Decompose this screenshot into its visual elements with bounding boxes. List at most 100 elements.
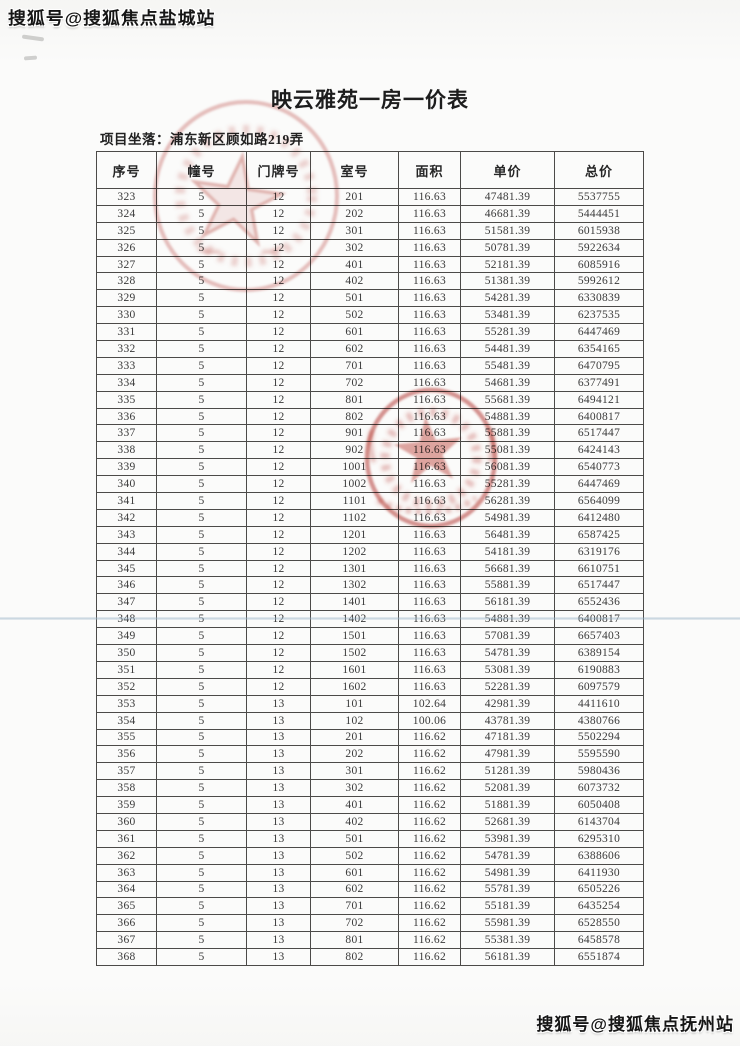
cell: 1501 — [310, 627, 399, 646]
cell: 365 — [96, 897, 157, 916]
cell: 116.63 — [398, 390, 461, 409]
cell: 12 — [246, 525, 311, 544]
cell: 333 — [96, 356, 157, 375]
cell: 42981.39 — [460, 694, 555, 713]
cell: 323 — [96, 188, 157, 206]
cell: 353 — [96, 694, 157, 713]
table-row: 340 5 12 1002 116.63 55281.39 6447469 — [96, 475, 644, 494]
cell: 332 — [96, 340, 157, 358]
cell: 1102 — [310, 508, 399, 527]
cell: 360 — [96, 812, 157, 831]
cell: 5 — [156, 204, 247, 223]
column-header: 幢号 — [156, 151, 247, 189]
cell: 13 — [246, 846, 311, 865]
cell: 325 — [96, 221, 157, 240]
price-table: 序号 幢号 门牌号 室号 面积 单价 总价 323 5 12 201 116.63 47481.39 5… — [96, 151, 644, 966]
scan-artifact — [23, 55, 38, 61]
table-row: 359 5 13 401 116.62 51881.39 6050408 — [96, 796, 644, 814]
cell: 5 — [156, 660, 247, 679]
cell: 344 — [96, 542, 157, 561]
table-row: 354 5 13 102 100.06 43781.39 4380766 — [96, 711, 644, 730]
cell: 5502294 — [554, 728, 644, 747]
cell: 13 — [246, 880, 311, 899]
cell: 56681.39 — [460, 559, 555, 578]
cell: 116.63 — [398, 542, 461, 561]
cell: 6389154 — [554, 644, 644, 662]
cell: 102.64 — [398, 694, 461, 713]
table-row: 325 5 12 301 116.63 51581.39 6015938 — [96, 221, 644, 240]
cell: 116.63 — [398, 559, 461, 578]
cell: 6540773 — [554, 458, 644, 477]
cell: 6411930 — [554, 863, 644, 882]
cell: 336 — [96, 407, 157, 426]
cell: 5 — [156, 289, 247, 308]
cell: 12 — [246, 610, 311, 629]
cell: 334 — [96, 373, 157, 392]
cell: 302 — [310, 238, 399, 257]
cell: 5 — [156, 390, 247, 409]
cell: 341 — [96, 492, 157, 510]
cell: 116.62 — [398, 914, 461, 933]
cell: 5 — [156, 576, 247, 595]
cell: 13 — [246, 829, 311, 848]
watermark-top-left: 搜狐号@搜狐焦点盐城站 — [8, 9, 216, 28]
cell: 54781.39 — [460, 846, 555, 865]
cell: 5 — [156, 458, 247, 477]
cell: 6494121 — [554, 390, 644, 409]
cell: 346 — [96, 576, 157, 595]
cell: 5 — [156, 508, 247, 527]
cell: 1302 — [310, 576, 399, 595]
cell: 116.63 — [398, 627, 461, 646]
cell: 327 — [96, 255, 157, 274]
cell: 201 — [310, 728, 399, 747]
cell: 602 — [310, 340, 399, 358]
cell: 6551874 — [554, 948, 644, 966]
table-body: 323 5 12 201 116.63 47481.39 5537755 324 5 12 202 1… — [96, 188, 644, 966]
cell: 55081.39 — [460, 441, 555, 460]
cell: 5 — [156, 424, 247, 443]
cell: 12 — [246, 323, 311, 342]
watermark-bottom-right: 搜狐号@搜狐焦点抚州站 — [536, 1015, 734, 1034]
table-row: 351 5 12 1601 116.63 53081.39 6190883 — [96, 660, 644, 679]
cell: 5 — [156, 188, 247, 206]
cell: 5 — [156, 221, 247, 240]
table-row: 352 5 12 1602 116.63 52281.39 6097579 — [96, 677, 644, 696]
cell: 368 — [96, 948, 157, 966]
cell: 52181.39 — [460, 255, 555, 274]
table-row: 334 5 12 702 116.63 54681.39 6377491 — [96, 373, 644, 392]
table-row: 331 5 12 601 116.63 55281.39 6447469 — [96, 323, 644, 342]
table-row: 345 5 12 1301 116.63 56681.39 6610751 — [96, 559, 644, 578]
cell: 5 — [156, 356, 247, 375]
cell: 339 — [96, 458, 157, 477]
table-row: 333 5 12 701 116.63 55481.39 6470795 — [96, 356, 644, 375]
cell: 5 — [156, 863, 247, 882]
cell: 348 — [96, 610, 157, 629]
cell: 52081.39 — [460, 779, 555, 798]
table-row: 367 5 13 801 116.62 55381.39 6458578 — [96, 931, 644, 950]
cell: 1201 — [310, 525, 399, 544]
cell: 13 — [246, 914, 311, 933]
cell: 6435254 — [554, 897, 644, 916]
table-row: 361 5 13 501 116.62 53981.39 6295310 — [96, 829, 644, 848]
cell: 356 — [96, 745, 157, 764]
table-row: 344 5 12 1202 116.63 54181.39 6319176 — [96, 542, 644, 561]
cell: 55181.39 — [460, 897, 555, 916]
cell: 12 — [246, 441, 311, 460]
cell: 55981.39 — [460, 914, 555, 933]
cell: 363 — [96, 863, 157, 882]
cell: 901 — [310, 424, 399, 443]
cell: 100.06 — [398, 711, 461, 730]
cell: 55281.39 — [460, 475, 555, 494]
cell: 116.63 — [398, 593, 461, 612]
table-row: 363 5 13 601 116.62 54981.39 6411930 — [96, 863, 644, 882]
cell: 5444451 — [554, 204, 644, 223]
cell: 116.63 — [398, 306, 461, 325]
cell: 55681.39 — [460, 390, 555, 409]
table-row: 347 5 12 1401 116.63 56181.39 6552436 — [96, 593, 644, 612]
cell: 802 — [310, 948, 399, 966]
cell: 5 — [156, 373, 247, 392]
cell: 54481.39 — [460, 340, 555, 358]
cell: 1301 — [310, 559, 399, 578]
cell: 102 — [310, 711, 399, 730]
cell: 202 — [310, 745, 399, 764]
